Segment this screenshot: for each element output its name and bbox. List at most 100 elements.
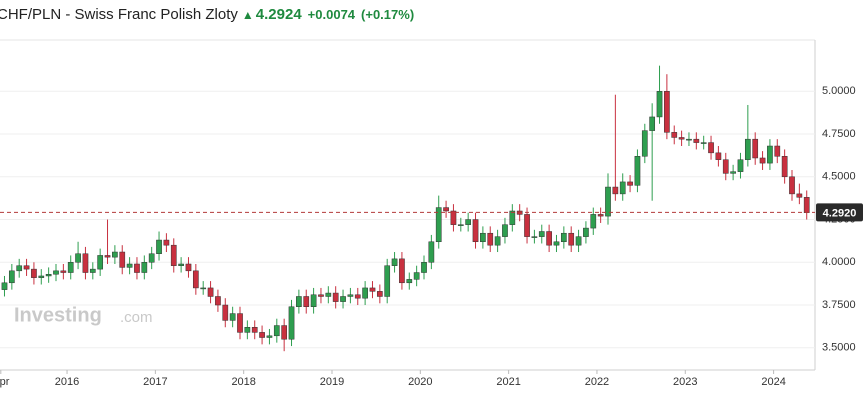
candle-body [119,251,126,268]
candle-body [244,327,251,333]
candle-body [340,296,346,302]
candle-body [354,294,361,299]
candle-body [273,325,280,337]
candle-body [347,294,354,297]
candle-body [722,159,729,174]
candle-body [649,116,656,131]
candle-body [45,273,52,277]
candle-body [560,232,567,243]
candle-body [546,231,552,246]
candle-body [671,132,678,138]
candle-body [229,313,236,321]
candle-body [509,210,516,225]
candle-body [524,214,530,237]
candle-body [281,325,288,340]
candle-body [781,156,788,178]
candle-body [8,270,15,284]
x-tick-label: Apr [0,376,10,388]
candle-body [487,232,494,246]
candle-body [678,137,685,140]
candle-body [803,197,810,213]
candle-body [192,270,199,289]
candle-body [737,159,744,172]
candle-body [259,332,265,338]
candle-body [207,287,214,297]
candle-body [619,181,626,195]
change-pct: (+0.17%) [361,7,415,22]
candle-body [200,287,207,290]
change: +0.0074 [307,7,356,22]
x-tick-label: 2022 [585,376,609,388]
candle-body [31,268,37,278]
candle-body [693,138,700,143]
candle-body [362,287,368,299]
candle-body [97,255,104,270]
candle-body [384,265,391,297]
x-tick-label: 2020 [408,376,432,388]
candle-body [170,244,177,266]
candle-body [457,224,464,226]
candle-body [60,270,67,273]
candle-body [538,231,545,237]
candle-body [104,255,111,258]
x-tick-label: 2021 [496,376,520,388]
title: CHF/PLN - Swiss Franc Polish Zloty [0,6,238,23]
x-tick-label: 2019 [320,376,344,388]
candle-body [369,287,376,292]
candle-body [16,265,23,272]
candle-body [421,262,427,273]
candle-body [266,335,273,338]
y-tick-label: 3.5000 [822,342,856,354]
candle-body [332,292,339,302]
candle-body [715,152,722,160]
candle-body [605,186,611,217]
candle-body [23,265,30,270]
candle-body [494,236,501,246]
candle-body [413,272,420,280]
candle-body [53,270,59,275]
candle-body [641,130,648,157]
candle-body [67,262,74,273]
candle-body [656,91,663,118]
candle-body [82,253,89,273]
y-tick-label: 3.7500 [822,299,856,311]
y-tick-label: 4.5000 [822,171,856,183]
candle-body [480,232,486,243]
candle-body [752,138,759,159]
candle-body [1,282,8,290]
candle-body [428,241,435,263]
candle-body [634,156,641,186]
candle-body [251,327,258,333]
candle-body [222,304,229,321]
header: CHF/PLN - Swiss Franc Polish Zloty ▲ 4.292… [0,6,414,28]
candle-body [215,296,221,306]
candle-body [568,232,575,246]
y-tick-label: 4.7500 [822,128,856,140]
candle-body [318,294,324,297]
x-tick-label: 2018 [231,376,255,388]
candle-body [296,296,302,307]
candle-body [465,219,472,225]
last-price-label: 4.2920 [823,207,857,219]
candle-body [148,253,155,263]
candle-body [376,291,383,297]
candle-body [789,176,795,195]
candle-body [391,258,398,266]
watermark-suffix: .com [120,309,153,326]
candle-body [767,145,773,164]
candle-body [472,219,479,243]
x-tick-label: 2023 [673,376,697,388]
candle-body [89,268,96,273]
candle-body [185,263,192,272]
candle-body [134,263,140,273]
candle-body [112,251,118,258]
candle-body [759,157,766,164]
candle-body [664,91,670,133]
candle-body [435,207,442,243]
x-tick-label: 2017 [143,376,167,388]
candle-body [450,210,457,225]
candle-body [627,181,633,186]
candle-body [744,138,751,160]
y-tick-label: 4.0000 [822,256,856,268]
